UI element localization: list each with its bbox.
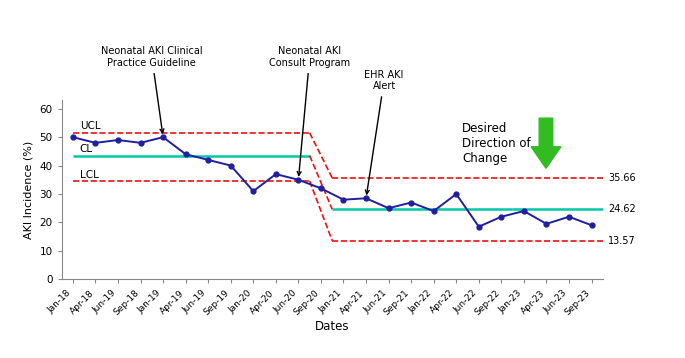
Text: 24.62: 24.62: [608, 204, 636, 214]
Text: Neonatal AKI
Consult Program: Neonatal AKI Consult Program: [269, 47, 350, 175]
Text: 13.57: 13.57: [608, 236, 636, 246]
Text: CL: CL: [79, 144, 92, 154]
Text: Neonatal AKI Clinical
Practice Guideline: Neonatal AKI Clinical Practice Guideline: [101, 47, 203, 133]
Text: 35.66: 35.66: [608, 173, 636, 183]
Y-axis label: AKI Incidence (%): AKI Incidence (%): [24, 141, 34, 239]
X-axis label: Dates: Dates: [315, 320, 349, 333]
FancyArrow shape: [531, 118, 561, 168]
Text: LCL: LCL: [79, 170, 99, 180]
Text: EHR AKI
Alert: EHR AKI Alert: [364, 70, 403, 194]
Text: Desired
Direction of
Change: Desired Direction of Change: [462, 122, 531, 165]
Text: UCL: UCL: [79, 121, 100, 131]
